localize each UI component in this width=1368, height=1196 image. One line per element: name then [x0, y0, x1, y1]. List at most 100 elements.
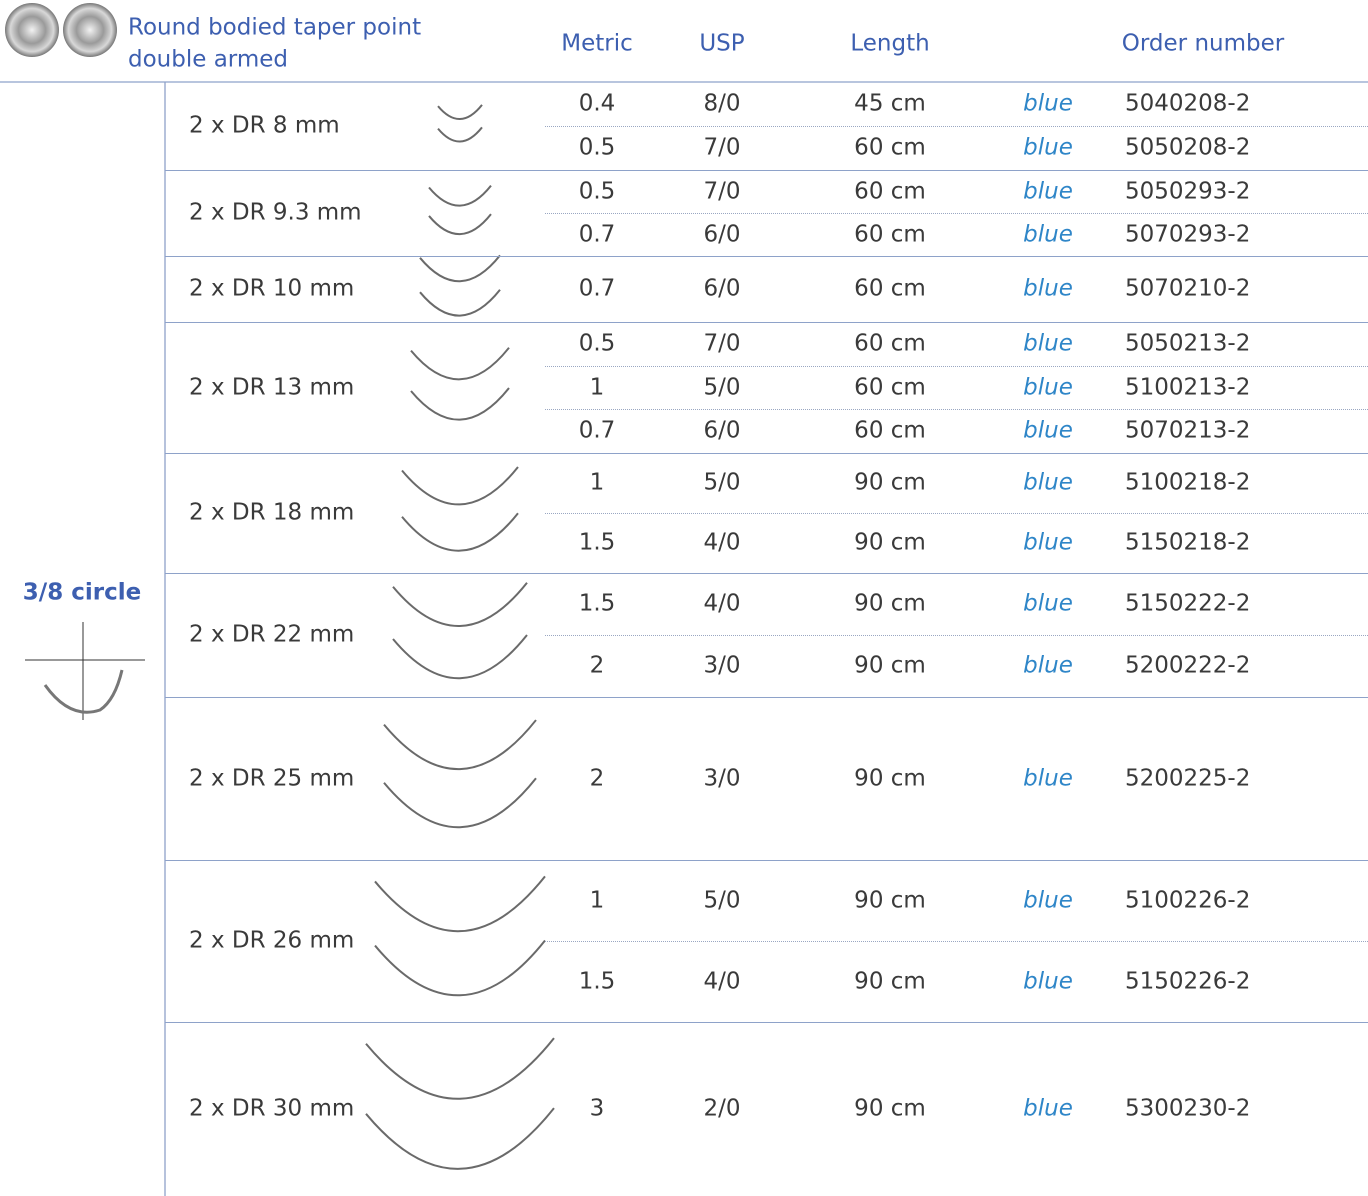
metric: 0.5	[579, 137, 616, 160]
color: blue	[1023, 420, 1073, 443]
usp: 5/0	[703, 889, 740, 912]
order-number: 5150226-2	[1125, 970, 1250, 993]
needle-label: 2 x DR 18 mm	[189, 502, 354, 525]
needle-image	[411, 388, 509, 420]
row-rule	[545, 126, 1368, 127]
length: 60 cm	[854, 137, 926, 160]
order-number: 5050293-2	[1125, 180, 1250, 203]
needle-image	[420, 255, 500, 281]
color: blue	[1023, 889, 1073, 912]
usp: 4/0	[703, 532, 740, 555]
length: 90 cm	[854, 970, 926, 993]
needle-label: 2 x DR 25 mm	[189, 767, 354, 790]
order-number: 5050213-2	[1125, 332, 1250, 355]
row-rule	[545, 366, 1368, 367]
group-rule	[165, 256, 1368, 257]
length: 90 cm	[854, 889, 926, 912]
length: 90 cm	[854, 593, 926, 616]
needle-label: 2 x DR 10 mm	[189, 278, 354, 301]
group-rule	[165, 697, 1368, 698]
needle-label: 2 x DR 8 mm	[189, 115, 340, 138]
order-number: 5100213-2	[1125, 376, 1250, 399]
needle-label: 2 x DR 13 mm	[189, 376, 354, 399]
needle-image	[366, 1038, 554, 1099]
needle-image	[420, 290, 500, 316]
usp: 7/0	[703, 332, 740, 355]
column-header: Length	[850, 33, 929, 56]
usp: 5/0	[703, 376, 740, 399]
color: blue	[1023, 223, 1073, 246]
needle-image	[384, 778, 536, 827]
needle-image	[438, 105, 482, 119]
metric: 2	[590, 767, 605, 790]
color: blue	[1023, 278, 1073, 301]
order-number: 5150218-2	[1125, 532, 1250, 555]
metric: 2	[590, 655, 605, 678]
usp: 6/0	[703, 278, 740, 301]
length: 90 cm	[854, 472, 926, 495]
column-header: Order number	[1122, 33, 1284, 56]
metric: 1.5	[579, 532, 616, 555]
metric: 0.7	[579, 278, 616, 301]
usp: 6/0	[703, 223, 740, 246]
group-rule	[165, 860, 1368, 861]
row-rule	[545, 409, 1368, 410]
color: blue	[1023, 655, 1073, 678]
header-title: Round bodied taper point	[128, 17, 421, 40]
order-number: 5050208-2	[1125, 137, 1250, 160]
metric: 0.7	[579, 223, 616, 246]
point-icon	[5, 3, 59, 57]
needle-image	[402, 467, 518, 504]
order-number: 5070210-2	[1125, 278, 1250, 301]
order-number: 5200225-2	[1125, 767, 1250, 790]
metric: 0.5	[579, 332, 616, 355]
usp: 8/0	[703, 93, 740, 116]
length: 60 cm	[854, 223, 926, 246]
usp: 3/0	[703, 767, 740, 790]
color: blue	[1023, 970, 1073, 993]
needle-image	[375, 876, 545, 931]
color: blue	[1023, 532, 1073, 555]
usp: 7/0	[703, 137, 740, 160]
length: 90 cm	[854, 532, 926, 555]
length: 45 cm	[854, 93, 926, 116]
group-rule	[165, 170, 1368, 171]
needle-label: 2 x DR 9.3 mm	[189, 202, 362, 225]
column-header: Metric	[561, 33, 633, 56]
order-number: 5100218-2	[1125, 472, 1250, 495]
needle-image	[393, 583, 527, 626]
usp: 4/0	[703, 593, 740, 616]
side-label: 3/8 circle	[23, 582, 141, 605]
needle-image	[429, 214, 491, 234]
usp: 7/0	[703, 180, 740, 203]
metric: 1	[590, 376, 605, 399]
needle-image	[411, 348, 509, 380]
row-rule	[545, 635, 1368, 636]
color: blue	[1023, 93, 1073, 116]
order-number: 5150222-2	[1125, 593, 1250, 616]
color: blue	[1023, 767, 1073, 790]
metric: 1	[590, 889, 605, 912]
header-title: double armed	[128, 49, 288, 72]
order-number: 5040208-2	[1125, 93, 1250, 116]
row-rule	[545, 213, 1368, 214]
length: 60 cm	[854, 278, 926, 301]
length: 90 cm	[854, 1098, 926, 1121]
order-number: 5070293-2	[1125, 223, 1250, 246]
point-icon	[63, 3, 117, 57]
order-number: 5300230-2	[1125, 1098, 1250, 1121]
metric: 3	[590, 1098, 605, 1121]
needle-label: 2 x DR 26 mm	[189, 930, 354, 953]
group-rule	[165, 322, 1368, 323]
metric: 0.7	[579, 420, 616, 443]
usp: 5/0	[703, 472, 740, 495]
length: 60 cm	[854, 420, 926, 443]
column-header: USP	[699, 33, 744, 56]
row-rule	[545, 513, 1368, 514]
color: blue	[1023, 593, 1073, 616]
needle-label: 2 x DR 22 mm	[189, 624, 354, 647]
length: 60 cm	[854, 180, 926, 203]
needle-image	[429, 186, 491, 206]
usp: 6/0	[703, 420, 740, 443]
needle-image	[375, 940, 545, 995]
